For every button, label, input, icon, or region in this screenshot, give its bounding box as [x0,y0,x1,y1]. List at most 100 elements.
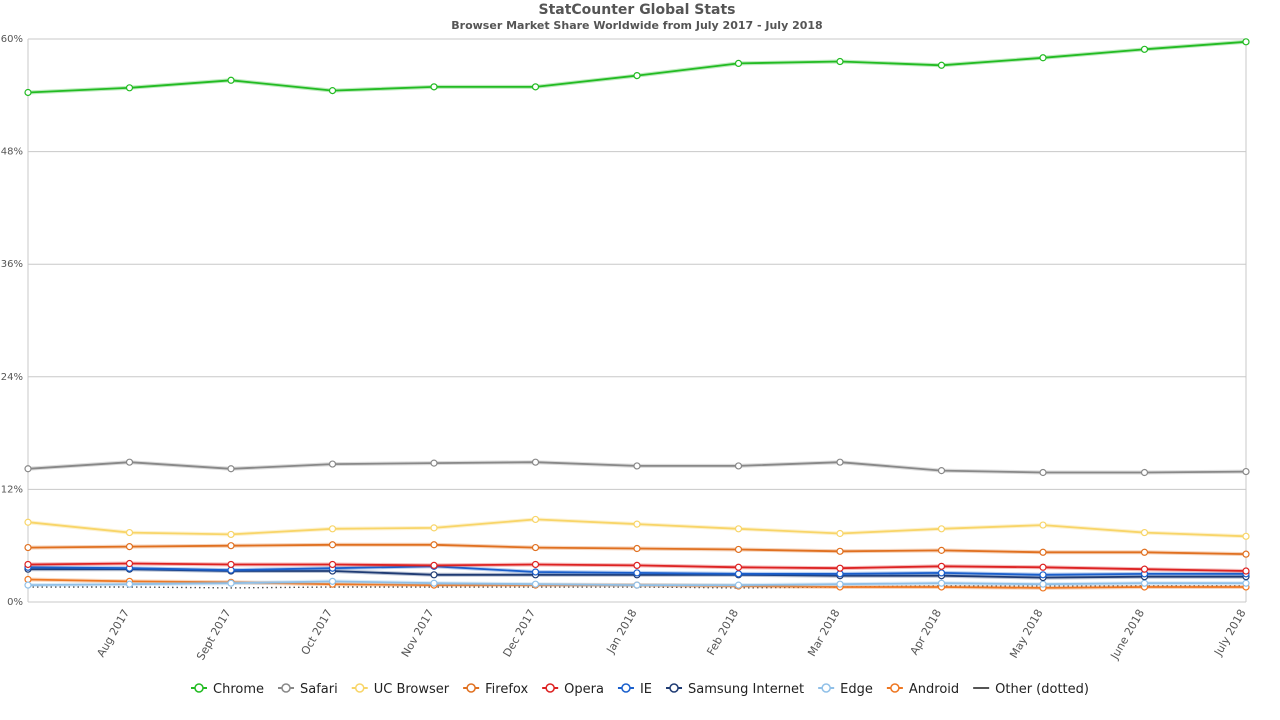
series-lines [24,38,1250,592]
data-point-edge [836,580,844,588]
legend-label: Other (dotted) [995,682,1089,697]
chart-subtitle: Browser Market Share Worldwide from July… [451,19,822,32]
data-point-safari [937,467,946,475]
legend-marker [621,683,631,693]
y-tick-label: 24% [1,372,23,383]
data-point-edge [1242,579,1250,587]
data-point-uc-browser [1242,532,1250,540]
data-point-uc-browser [734,525,743,533]
data-point-uc-browser [328,525,337,533]
data-point-edge [24,581,32,589]
legend-label: IE [640,682,652,697]
x-axis-tick-labels: Aug 2017 Sept 2017 Oct 2017 Nov 2017 Dec 201… [94,607,1248,662]
data-point-uc-browser [1039,521,1047,529]
data-point-chrome [24,88,32,97]
x-tick-label: Apr 2018 [908,607,945,657]
data-point-safari [227,465,235,473]
data-point-edge [734,581,743,589]
x-tick-label: Jan 2018 [604,607,640,656]
data-point-firefox [24,543,32,552]
legend-label: UC Browser [374,682,450,697]
legend-label: Samsung Internet [688,682,804,697]
data-point-firefox [1140,548,1149,556]
y-tick-label: 36% [1,259,23,270]
legend-item-uc-browser[interactable]: UC Browser [351,682,450,697]
x-tick-label: Feb 2018 [704,607,741,658]
legend-item-edge[interactable]: Edge [818,682,873,697]
data-point-chrome [1242,38,1250,46]
data-point-edge [531,580,540,588]
data-point-opera [328,560,337,569]
data-point-safari [125,458,134,466]
data-point-chrome [734,59,743,67]
data-point-uc-browser [430,524,438,532]
data-point-uc-browser [125,528,134,537]
series-halo-chrome [27,39,1247,95]
data-point-firefox [531,543,540,552]
data-point-edge [328,577,337,585]
data-point-opera [24,560,32,569]
data-point-chrome [1039,54,1047,62]
legend-label: Android [909,682,959,697]
legend: Chrome Safari UC Browser Firefox Opera IE Sams… [191,682,1089,697]
x-tick-label: June 2018 [1108,607,1147,662]
legend-item-firefox[interactable]: Firefox [463,682,528,697]
data-point-ie [734,570,743,578]
data-point-chrome [328,87,337,95]
data-point-opera [227,560,235,569]
data-point-chrome [430,83,438,91]
legend-item-ie[interactable]: IE [617,682,652,697]
data-point-safari [531,458,540,466]
data-point-chrome [125,84,134,92]
data-point-uc-browser [531,515,540,524]
legend-label: Edge [840,682,873,697]
x-tick-label: July 2018 [1211,607,1248,659]
data-point-firefox [633,544,641,553]
y-tick-label: 60% [1,34,23,45]
legend-marker [669,683,679,693]
data-point-safari [633,462,641,470]
legend-marker [821,683,831,693]
data-point-safari [430,459,438,467]
data-point-edge [125,580,134,588]
legend-item-chrome[interactable]: Chrome [191,682,264,697]
data-point-ie [1039,571,1047,579]
legend-item-android[interactable]: Android [886,682,959,697]
data-point-opera [734,563,743,571]
data-point-chrome [1140,45,1149,53]
legend-marker [281,683,291,693]
data-point-edge [430,579,438,587]
legend-item-samsung-internet[interactable]: Samsung Internet [666,682,804,697]
legend-marker [194,683,204,693]
legend-marker [890,683,900,693]
series-line-chrome [27,40,1247,94]
legend-label: Firefox [485,682,528,697]
x-tick-label: Oct 2017 [299,607,336,657]
grid-lines [27,38,1247,603]
legend-label: Chrome [213,682,264,697]
data-point-opera [1140,565,1149,573]
legend-item-other-dotted[interactable]: Other (dotted) [973,682,1089,697]
y-tick-label: 12% [1,484,23,495]
data-point-opera [1242,567,1250,575]
data-point-opera [531,560,540,569]
data-point-opera [937,562,946,570]
legend-item-opera[interactable]: Opera [542,682,604,697]
data-point-edge [227,579,235,587]
data-point-edge [633,581,641,589]
chart-title: StatCounter Global Stats [538,2,735,18]
data-point-uc-browser [227,530,235,539]
data-point-firefox [1039,548,1047,556]
data-point-opera [430,561,438,570]
x-tick-label: Mar 2018 [805,607,842,659]
legend-item-safari[interactable]: Safari [278,682,338,697]
data-point-edge [937,579,946,587]
data-point-safari [836,458,844,466]
data-point-chrome [531,83,540,91]
legend-marker [545,683,555,693]
data-point-firefox [125,543,134,551]
data-point-firefox [227,542,235,550]
data-point-chrome [937,61,946,69]
data-point-opera [1039,563,1047,571]
y-tick-label: 48% [1,147,23,158]
